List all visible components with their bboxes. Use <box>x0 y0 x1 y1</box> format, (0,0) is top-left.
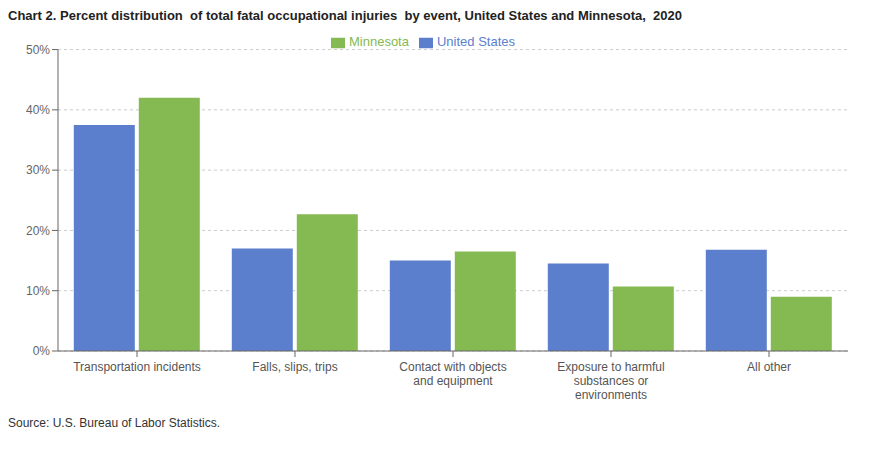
svg-text:50%: 50% <box>26 43 50 57</box>
svg-text:10%: 10% <box>26 284 50 298</box>
svg-text:40%: 40% <box>26 103 50 117</box>
svg-text:Exposure to harmfulsubstances: Exposure to harmfulsubstances orenvironm… <box>557 360 664 402</box>
svg-text:20%: 20% <box>26 224 50 238</box>
svg-text:Contact with objectsand equipm: Contact with objectsand equipment <box>399 360 506 388</box>
svg-text:Transportation incidents: Transportation incidents <box>73 360 201 374</box>
html-text:Source: U.S. Bureau of Labor S: Source: U.S. Bureau of Labor Statistics. <box>8 416 221 430</box>
html-text:Minnesota: Minnesota <box>349 34 409 49</box>
html-text:United States: United States <box>437 34 515 49</box>
svg-text:30%: 30% <box>26 163 50 177</box>
html-text:Chart 2. Percent distribution: Chart 2. Percent distribution of total f… <box>8 8 682 23</box>
svg-text:0%: 0% <box>33 344 51 358</box>
svg-text:Falls, slips, trips: Falls, slips, trips <box>252 360 337 374</box>
svg-text:All other: All other <box>747 360 791 374</box>
